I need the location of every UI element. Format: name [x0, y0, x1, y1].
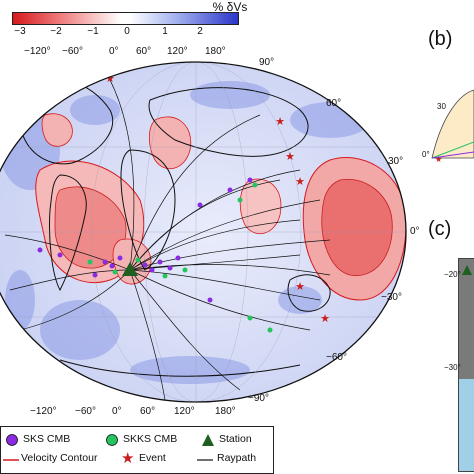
panel-c-tick: −20°	[444, 270, 461, 279]
legend-event: Event	[139, 452, 166, 464]
raypaths	[4, 79, 331, 401]
slow-anomaly-patches	[35, 113, 406, 301]
legend-skks: SKKS CMB	[123, 433, 178, 445]
sks-cmb-points	[37, 177, 253, 303]
svg-text:★: ★	[285, 151, 295, 163]
event-legend-icon: ★	[121, 450, 135, 467]
lon-label-bottom: 60°	[140, 406, 156, 417]
svg-text:★: ★	[275, 116, 285, 128]
lon-label-top: 0°	[109, 46, 119, 57]
panel-c-label: (c)	[428, 218, 452, 240]
colorbar-tick: −3	[14, 26, 26, 37]
lon-label-top: 180°	[205, 46, 226, 57]
colorbar-title: % δVs	[212, 0, 248, 14]
panel-b-tick: 0°	[422, 150, 430, 159]
lat-label: −30°	[381, 292, 402, 303]
lon-label-bottom: −120°	[30, 406, 57, 417]
lat-label: −90°	[248, 393, 269, 404]
svg-text:★: ★	[295, 281, 305, 293]
colorbar-tick: 1	[162, 26, 168, 37]
lon-label-bottom: −60°	[75, 406, 96, 417]
panel-c-plot	[458, 258, 474, 472]
station-legend-icon	[202, 434, 214, 446]
contour-legend-icon	[3, 459, 19, 461]
svg-text:★: ★	[320, 313, 330, 325]
lon-label-bottom: 120°	[174, 406, 195, 417]
skks-cmb-points	[87, 182, 273, 333]
lat-label: 90°	[259, 57, 275, 68]
raypath-legend-icon	[197, 459, 213, 461]
lon-label-top: −60°	[62, 46, 83, 57]
lon-label-bottom: 180°	[215, 406, 236, 417]
lat-label: 60°	[326, 98, 342, 109]
graticule	[0, 62, 406, 402]
skks-legend-icon	[106, 434, 118, 446]
sks-legend-icon	[6, 434, 18, 446]
legend-raypath: Raypath	[217, 452, 257, 464]
colorbar-tick: −1	[87, 26, 99, 37]
legend-contour: Velocity Contour	[21, 452, 98, 464]
velocity-colorbar	[12, 12, 239, 25]
svg-text:★: ★	[435, 155, 442, 164]
lon-label-top: 60°	[136, 46, 152, 57]
legend-sks: SKS CMB	[23, 433, 71, 445]
map-border	[0, 61, 407, 403]
panel-b-label: (b)	[428, 28, 453, 50]
colorbar-tick: 2	[197, 26, 203, 37]
panel-b-tick: 30	[437, 102, 446, 111]
legend-station: Station	[219, 433, 252, 445]
svg-text:★: ★	[295, 176, 305, 188]
lat-label: 0°	[410, 226, 420, 237]
station-marker	[122, 262, 138, 276]
lon-label-bottom: 0°	[112, 406, 122, 417]
colorbar-tick: 0	[124, 26, 130, 37]
colorbar-tick: −2	[50, 26, 62, 37]
lat-label: 30°	[388, 156, 404, 167]
legend: SKS CMB SKKS CMB Station Velocity Contou…	[0, 426, 274, 474]
panel-c-tick: −30°	[444, 363, 461, 372]
lon-label-top: 120°	[167, 46, 188, 57]
lon-label-top: −120°	[24, 46, 51, 57]
lat-label: −60°	[326, 352, 347, 363]
svg-text:★: ★	[105, 73, 115, 85]
